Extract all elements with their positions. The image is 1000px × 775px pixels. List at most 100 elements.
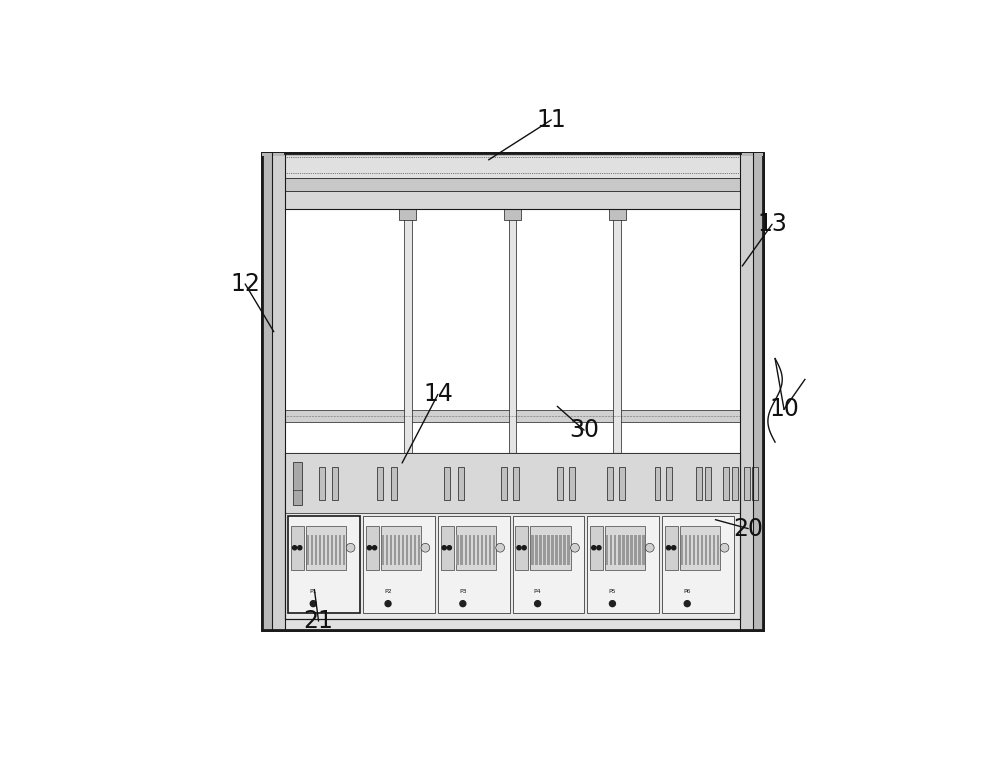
Circle shape bbox=[293, 546, 297, 549]
Bar bbox=[705, 467, 711, 500]
Bar bbox=[382, 535, 384, 565]
Text: P2: P2 bbox=[384, 590, 392, 594]
Circle shape bbox=[592, 546, 596, 549]
Bar bbox=[638, 535, 641, 565]
Bar bbox=[394, 535, 396, 565]
Circle shape bbox=[447, 546, 451, 549]
Bar bbox=[377, 467, 383, 500]
Circle shape bbox=[346, 543, 355, 552]
Circle shape bbox=[522, 546, 526, 549]
Bar bbox=[306, 526, 346, 570]
Bar bbox=[331, 535, 333, 565]
Bar bbox=[539, 535, 542, 565]
Bar bbox=[705, 535, 707, 565]
Bar bbox=[717, 535, 719, 565]
Bar bbox=[622, 535, 625, 565]
Bar bbox=[438, 516, 510, 613]
Bar bbox=[319, 535, 321, 565]
Bar bbox=[634, 535, 637, 565]
Bar bbox=[460, 535, 463, 565]
Circle shape bbox=[720, 543, 729, 552]
Bar bbox=[485, 535, 487, 565]
Circle shape bbox=[609, 601, 615, 607]
Bar bbox=[381, 526, 421, 570]
Bar bbox=[307, 535, 309, 565]
Bar bbox=[619, 467, 625, 500]
Bar bbox=[753, 153, 763, 630]
Bar bbox=[469, 535, 471, 565]
Bar bbox=[531, 535, 534, 565]
Bar bbox=[262, 153, 763, 630]
Text: 30: 30 bbox=[569, 418, 599, 443]
Circle shape bbox=[421, 543, 430, 552]
Text: P5: P5 bbox=[609, 590, 616, 594]
Bar bbox=[465, 535, 467, 565]
Bar bbox=[626, 535, 629, 565]
Circle shape bbox=[460, 601, 466, 607]
Bar bbox=[752, 467, 758, 500]
Circle shape bbox=[373, 546, 377, 549]
Bar bbox=[285, 619, 740, 630]
Bar bbox=[293, 462, 302, 505]
Bar bbox=[332, 467, 338, 500]
Bar bbox=[666, 467, 672, 500]
Bar bbox=[530, 526, 571, 570]
Bar bbox=[689, 535, 691, 565]
Bar bbox=[665, 526, 678, 570]
Text: 14: 14 bbox=[423, 382, 453, 406]
Bar bbox=[681, 535, 683, 565]
Bar bbox=[567, 535, 570, 565]
Bar bbox=[509, 208, 516, 528]
Bar bbox=[680, 526, 720, 570]
Text: 10: 10 bbox=[769, 398, 799, 422]
Bar bbox=[410, 535, 412, 565]
Bar bbox=[515, 526, 528, 570]
Circle shape bbox=[672, 546, 676, 549]
Text: P4: P4 bbox=[534, 590, 541, 594]
Bar bbox=[481, 535, 483, 565]
Bar bbox=[262, 153, 763, 156]
Bar bbox=[398, 535, 400, 565]
Bar bbox=[618, 535, 621, 565]
Bar bbox=[557, 467, 563, 500]
Bar bbox=[414, 535, 416, 565]
Bar bbox=[285, 411, 740, 422]
Circle shape bbox=[684, 601, 690, 607]
Circle shape bbox=[298, 546, 302, 549]
Bar bbox=[587, 516, 659, 613]
Bar bbox=[456, 535, 459, 565]
Bar bbox=[610, 535, 612, 565]
Circle shape bbox=[645, 543, 654, 552]
Bar bbox=[732, 467, 738, 500]
Bar bbox=[402, 535, 404, 565]
Bar bbox=[685, 535, 687, 565]
Bar bbox=[319, 467, 325, 500]
Bar bbox=[285, 191, 740, 208]
Bar bbox=[605, 526, 645, 570]
Circle shape bbox=[310, 601, 316, 607]
Bar bbox=[363, 516, 435, 613]
Bar bbox=[723, 467, 729, 500]
Bar bbox=[327, 535, 329, 565]
Bar bbox=[709, 535, 711, 565]
Bar bbox=[402, 528, 413, 533]
Text: 20: 20 bbox=[733, 517, 763, 541]
Bar bbox=[391, 467, 397, 500]
Circle shape bbox=[367, 546, 371, 549]
Bar bbox=[655, 467, 660, 500]
Bar bbox=[507, 528, 518, 533]
Bar bbox=[501, 467, 507, 500]
Bar bbox=[551, 535, 554, 565]
Bar bbox=[285, 177, 740, 191]
Bar bbox=[315, 535, 317, 565]
Circle shape bbox=[571, 543, 579, 552]
Bar bbox=[339, 535, 341, 565]
Bar bbox=[386, 535, 388, 565]
Bar bbox=[456, 526, 496, 570]
Circle shape bbox=[517, 546, 521, 549]
Bar bbox=[285, 453, 740, 619]
Bar bbox=[740, 153, 753, 630]
Text: 21: 21 bbox=[304, 609, 333, 633]
Bar bbox=[569, 467, 575, 500]
Circle shape bbox=[597, 546, 601, 549]
